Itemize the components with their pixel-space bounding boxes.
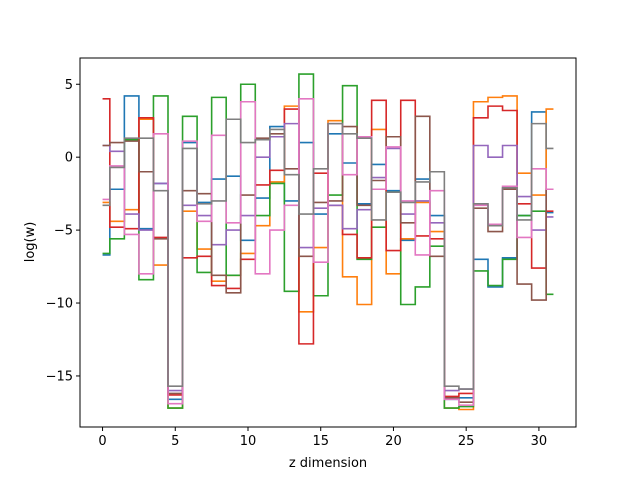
y-axis: 5 0 −5 −10 −15: [46, 78, 80, 384]
x-tick-label-2: 10: [240, 434, 257, 449]
x-axis: 0 5 10 15 20 25 30: [98, 427, 547, 449]
x-tick-label-4: 20: [385, 434, 402, 449]
x-tick-label-0: 0: [98, 434, 106, 449]
series-line-8: [102, 118, 554, 390]
x-tick-label-3: 15: [312, 434, 329, 449]
y-axis-label: log(w): [23, 222, 38, 263]
plot-area: [79, 57, 577, 428]
series-line-7: [102, 98, 554, 406]
y-tick-label-0: 5: [65, 78, 73, 93]
x-tick-label-5: 25: [458, 434, 475, 449]
y-tick-label-1: 0: [65, 151, 73, 166]
x-axis-label: z dimension: [289, 456, 367, 471]
series-group: [102, 73, 554, 411]
x-tick-label-6: 30: [531, 434, 548, 449]
x-tick-label-1: 5: [171, 434, 179, 449]
y-tick-label-4: −15: [46, 369, 73, 384]
plot-frame: [79, 57, 577, 428]
y-tick-label-2: −5: [54, 224, 73, 239]
y-tick-label-3: −10: [46, 297, 73, 312]
